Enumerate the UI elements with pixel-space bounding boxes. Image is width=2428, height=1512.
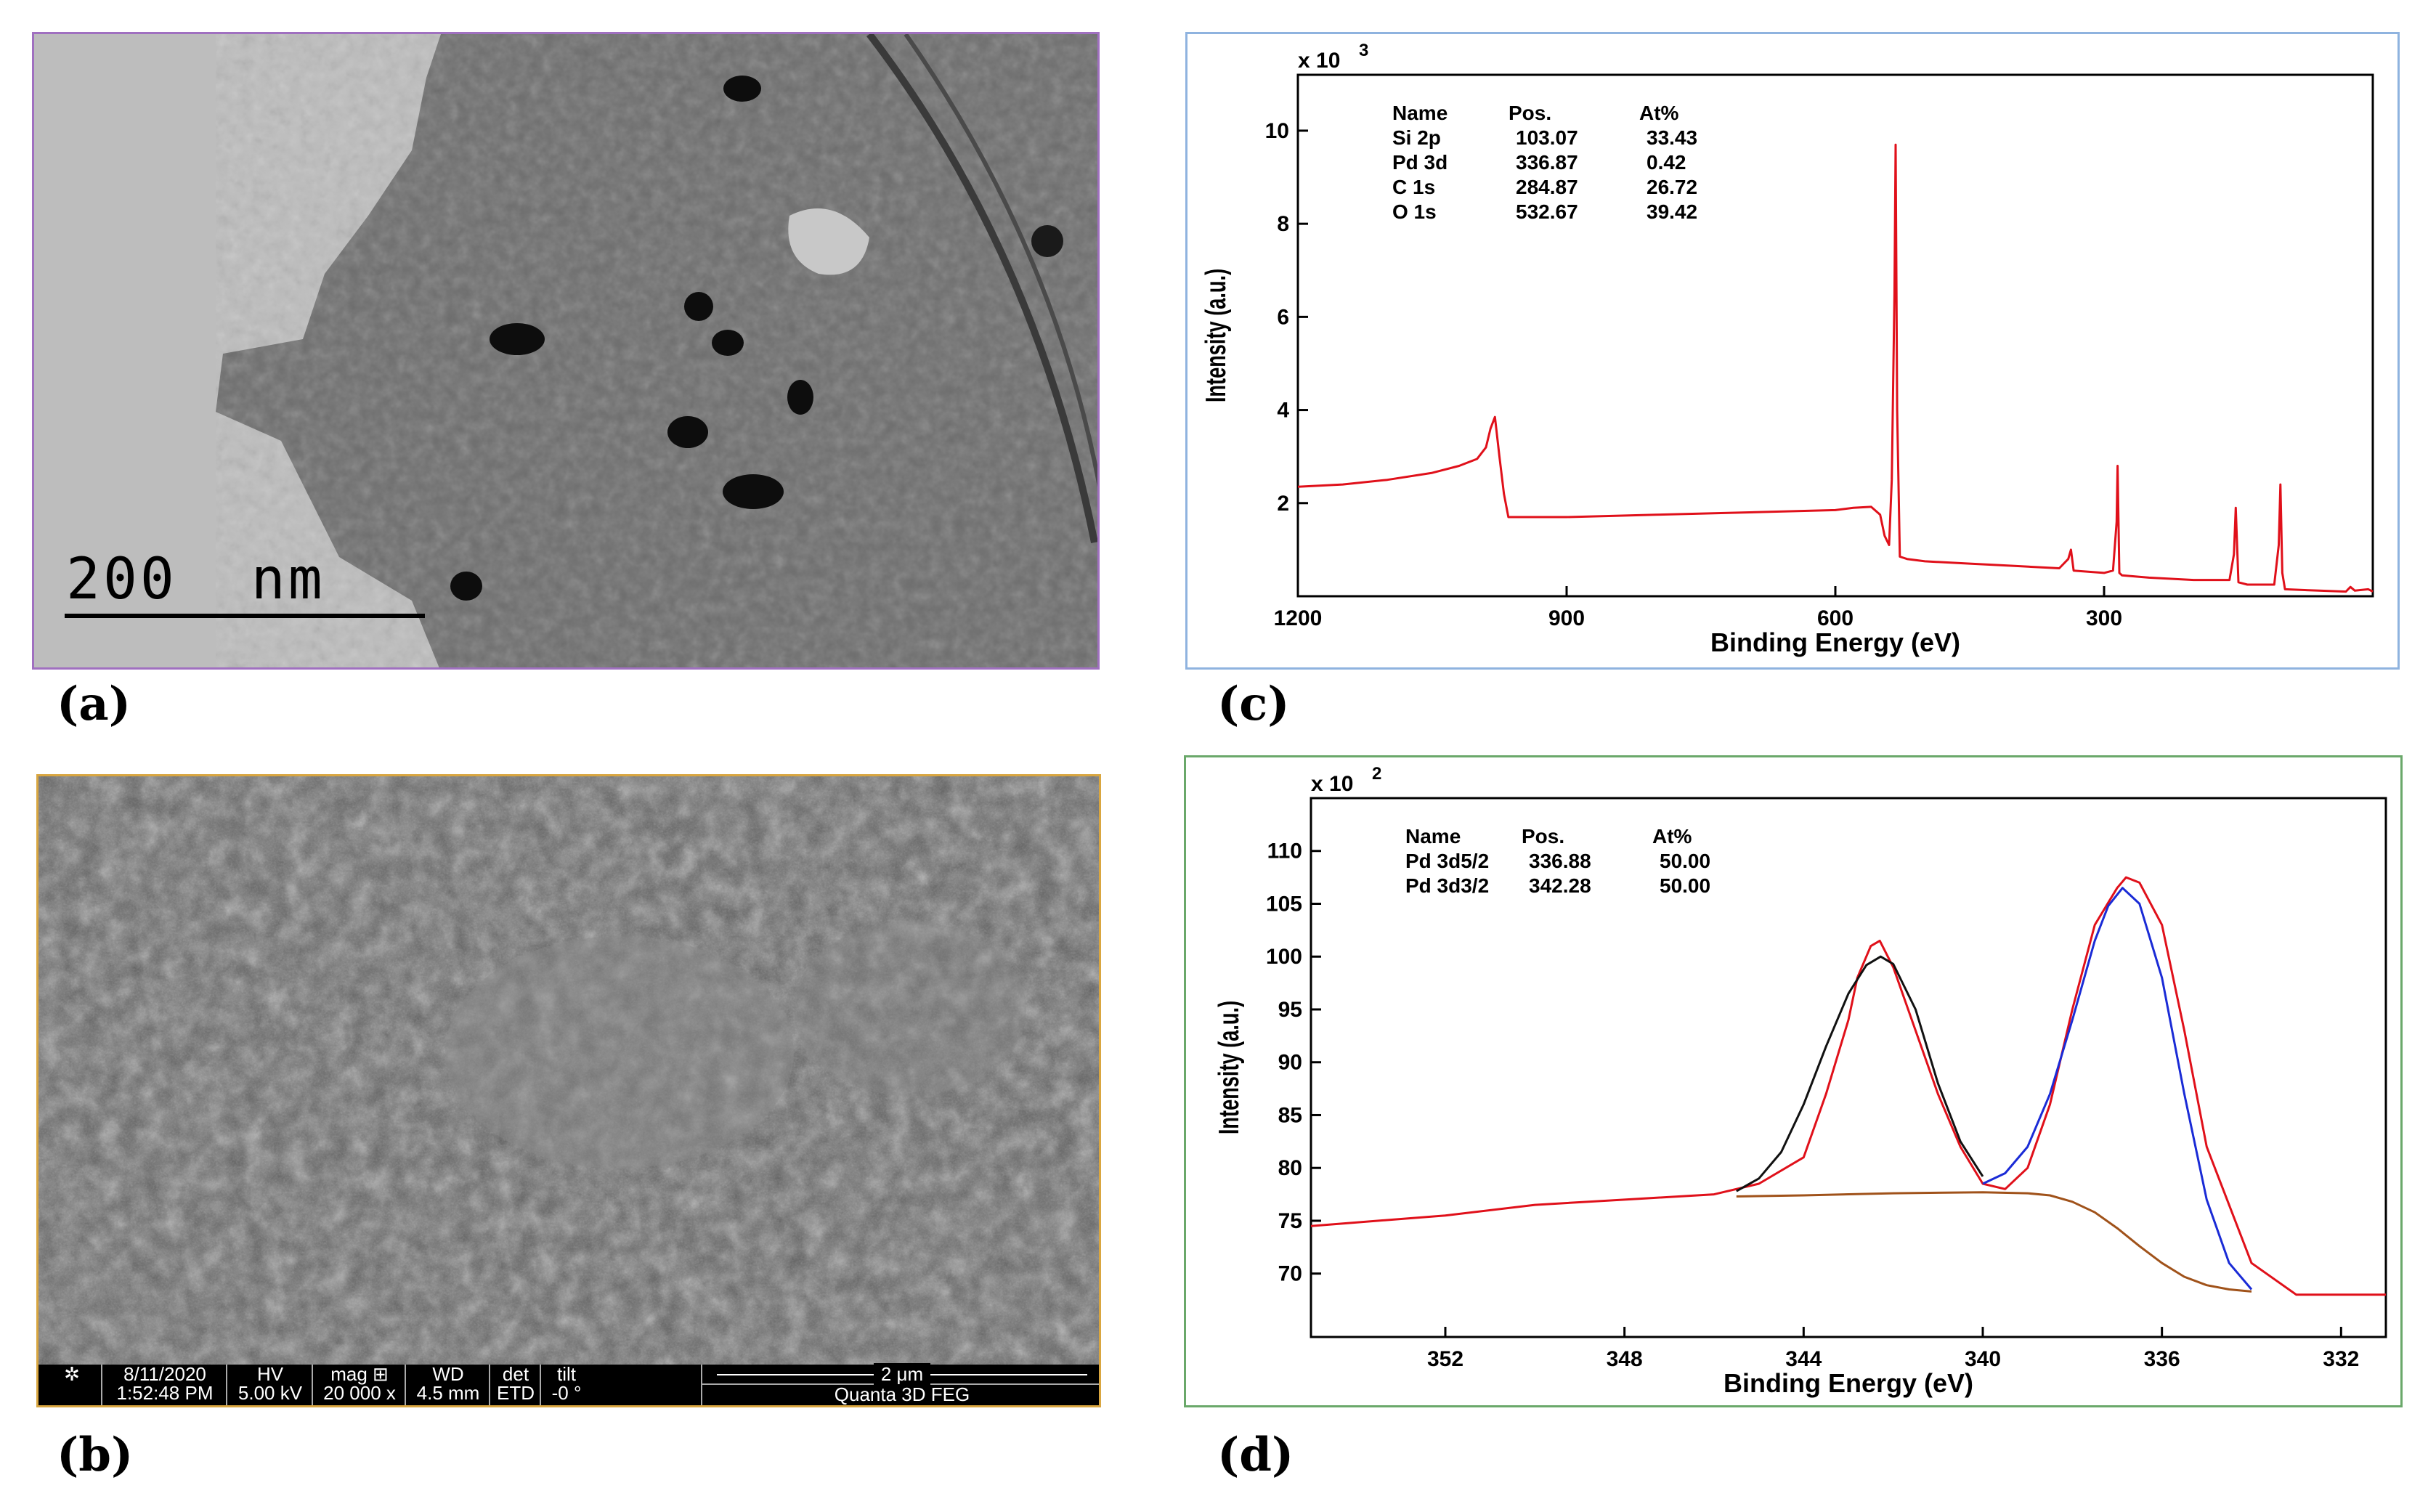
y-multiplier: x 10 (1311, 772, 1353, 796)
sem-tilt: -0 ° (551, 1382, 582, 1404)
table-header: Pos. (1509, 102, 1551, 124)
table-cell: 532.67 (1516, 200, 1578, 223)
x-tick-label: 600 (1817, 606, 1854, 630)
table-cell: C 1s (1392, 176, 1435, 198)
xps-survey-plot: 1200 900 600 300 2 4 6 8 10 Binding Energy (eV) In… (1201, 41, 2374, 657)
x-tick-label: 348 (1607, 1347, 1643, 1371)
sem-wd-label: WD (432, 1363, 464, 1385)
series-line (1736, 1191, 2252, 1293)
table-cell: 284.87 (1516, 176, 1578, 198)
plot-frame (1310, 797, 2387, 1338)
y-tick-label: 8 (1277, 212, 1289, 236)
x-tick-label: 332 (2323, 1347, 2359, 1371)
y-tick-label: 90 (1278, 1051, 1302, 1075)
sem-wd: 4.5 mm (416, 1382, 480, 1404)
x-axis-label: Binding Energy (eV) (1723, 1368, 1973, 1398)
sem-scale-label: 2 μm (873, 1363, 931, 1385)
table-cell: Pd 3d3/2 (1405, 874, 1489, 897)
sem-image: ✲ 8/11/2020 1:52:48 PM HV 5.00 kV mag ⊞ … (36, 774, 1101, 1407)
x-tick-label: 900 (1548, 606, 1585, 630)
table-cell: Pd 3d (1392, 151, 1448, 174)
panel-label-c: (c) (1217, 677, 1290, 731)
table-cell: Si 2p (1392, 126, 1441, 149)
sem-info-bar: ✲ 8/11/2020 1:52:48 PM HV 5.00 kV mag ⊞ … (38, 1363, 1099, 1405)
series-line (1736, 955, 1984, 1192)
table-cell: 39.42 (1647, 200, 1697, 223)
sem-hv: 5.00 kV (237, 1382, 303, 1404)
panel-label-d: (d) (1217, 1428, 1294, 1482)
y-tick-label: 4 (1277, 399, 1289, 423)
x-axis-label: Binding Energy (eV) (1710, 627, 1960, 657)
tem-image: 200 nm (32, 32, 1100, 670)
xps-pd3d-chart: 352 348 344 340 336 332 70 75 80 85 90 95 100 105 110 B… (1184, 755, 2403, 1407)
table-cell: 50.00 (1660, 874, 1710, 897)
table-header: Pos. (1522, 825, 1564, 848)
sem-tilt-label: tilt (557, 1363, 576, 1385)
y-tick-label: 6 (1277, 305, 1289, 329)
scale-bar (65, 614, 425, 618)
y-tick-label: 75 (1278, 1209, 1302, 1233)
plot-frame (1296, 73, 2374, 598)
panel-label-a: (a) (57, 677, 131, 731)
x-tick-label: 1200 (1274, 606, 1323, 630)
panel-label-b: (b) (57, 1428, 134, 1482)
sem-instrument: Quanta 3D FEG (702, 1383, 1099, 1404)
y-tick-label: 2 (1277, 492, 1289, 516)
x-tick-label: 352 (1427, 1347, 1463, 1371)
y-multiplier-exponent: 3 (1359, 41, 1368, 60)
y-tick-label: 95 (1278, 998, 1302, 1022)
y-tick-label: 110 (1267, 840, 1302, 863)
table-header: At% (1652, 825, 1692, 848)
series-line (1297, 143, 2374, 593)
sem-det-label: det (502, 1363, 529, 1385)
y-tick-label: 70 (1278, 1262, 1302, 1286)
sem-mag-label: mag ⊞ (330, 1363, 389, 1385)
sem-det: ETD (497, 1382, 535, 1404)
y-tick-label: 85 (1278, 1103, 1302, 1127)
table-cell: 33.43 (1647, 126, 1697, 149)
y-tick-label: 100 (1266, 945, 1302, 969)
xps-survey-chart: 1200 900 600 300 2 4 6 8 10 Binding Energy (eV) In… (1185, 32, 2400, 670)
sem-micrograph (38, 776, 1099, 1369)
table-cell: 342.28 (1529, 874, 1591, 897)
sem-time: 1:52:48 PM (116, 1382, 214, 1404)
x-tick-label: 344 (1785, 1347, 1822, 1371)
sem-hv-label: HV (256, 1363, 284, 1385)
tem-micrograph (34, 34, 1097, 667)
x-tick-label: 340 (1965, 1347, 2001, 1371)
table-header: Name (1392, 102, 1448, 124)
table-cell: 103.07 (1516, 126, 1578, 149)
xps-pd3d-plot: 352 348 344 340 336 332 70 75 80 85 90 95 100 105 110 B… (1214, 764, 2387, 1398)
series-line (1982, 887, 2253, 1291)
table-cell: 336.88 (1529, 850, 1591, 872)
y-tick-label: 80 (1278, 1156, 1302, 1180)
y-tick-label: 10 (1265, 119, 1289, 143)
scale-bar-label: 200 nm (66, 547, 325, 612)
y-axis-label: Intensity (a.u.) (1214, 1001, 1245, 1134)
x-tick-label: 336 (2144, 1347, 2180, 1371)
table-header: At% (1639, 102, 1679, 124)
fei-logo-icon: ✲ (64, 1363, 80, 1385)
sem-date: 8/11/2020 (123, 1363, 206, 1385)
table-header: Name (1405, 825, 1461, 848)
table-cell: 50.00 (1660, 850, 1710, 872)
table-cell: O 1s (1392, 200, 1437, 223)
table-cell: 26.72 (1647, 176, 1697, 198)
table-cell: 0.42 (1647, 151, 1686, 174)
table-cell: Pd 3d5/2 (1405, 850, 1489, 872)
table-cell: 336.87 (1516, 151, 1578, 174)
y-multiplier-exponent: 2 (1372, 764, 1381, 784)
y-multiplier: x 10 (1298, 49, 1340, 73)
series-line (1310, 876, 2386, 1296)
y-tick-label: 105 (1266, 892, 1302, 916)
y-axis-label: Intensity (a.u.) (1201, 269, 1232, 402)
sem-mag: 20 000 x (323, 1382, 396, 1404)
x-tick-label: 300 (2086, 606, 2122, 630)
